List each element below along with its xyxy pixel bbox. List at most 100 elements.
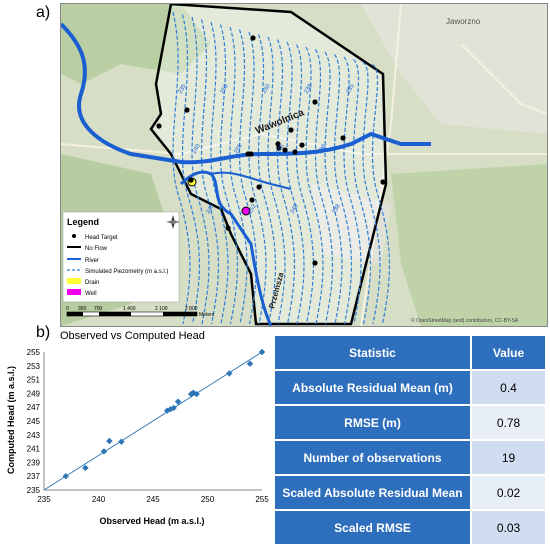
legend-item-head-target: Head Target bbox=[85, 235, 118, 241]
head-targets bbox=[156, 35, 386, 266]
table-row: Scaled Absolute Residual Mean 0.02 bbox=[275, 476, 545, 509]
forest-area bbox=[391, 164, 547, 326]
legend-box bbox=[62, 211, 180, 303]
contour-label: 238 bbox=[304, 83, 315, 95]
scale-tick-2800: 2 800 bbox=[185, 306, 198, 312]
data-point bbox=[62, 473, 69, 480]
contour-label: 250 bbox=[220, 83, 231, 95]
y-tick-label: 253 bbox=[27, 362, 41, 371]
table-row: Scaled RMSE 0.03 bbox=[275, 511, 545, 544]
chart-axes: 235 240 245 250 255 235 237 239 241 243 245 247 249 2… bbox=[27, 348, 270, 504]
piezometry-contour bbox=[181, 14, 201, 325]
y-tick-label: 241 bbox=[27, 445, 41, 454]
piezometry-contour bbox=[172, 11, 191, 325]
legend-well-symbol bbox=[67, 289, 81, 295]
legend-item-river: River bbox=[85, 258, 99, 264]
head-target bbox=[156, 123, 162, 129]
head-target bbox=[340, 135, 346, 141]
road bbox=[61, 132, 547, 156]
scale-tick-0: 0 bbox=[66, 306, 69, 312]
table-row: RMSE (m) 0.78 bbox=[275, 406, 545, 439]
stat-name: Absolute Residual Mean (m) bbox=[275, 371, 470, 404]
piezometry-contour bbox=[333, 54, 353, 325]
data-point bbox=[118, 438, 125, 445]
head-target bbox=[249, 197, 255, 203]
legend-item-well: Well bbox=[85, 291, 97, 297]
scale-unit: Meters bbox=[199, 312, 215, 318]
data-point bbox=[100, 448, 108, 455]
scale-bar: 0 350 700 1 400 2 100 2 800 Meters bbox=[66, 306, 215, 318]
table-row: Number of observations 19 bbox=[275, 441, 545, 474]
stat-name: Scaled Absolute Residual Mean bbox=[275, 476, 470, 509]
one-to-one-line bbox=[43, 351, 263, 491]
chart-x-axis-label: Observed Head (m a.s.l.) bbox=[99, 516, 204, 526]
head-target bbox=[184, 107, 190, 113]
statistics-table: Statistic Value Absolute Residual Mean (… bbox=[273, 334, 547, 546]
scale-tick-1400: 1 400 bbox=[123, 306, 136, 312]
place-label-jaworzno: Jaworzno bbox=[446, 17, 481, 26]
head-target bbox=[275, 141, 281, 147]
x-tick-label: 235 bbox=[37, 495, 51, 504]
road bbox=[360, 4, 402, 326]
piezometry-contour bbox=[219, 24, 239, 325]
piezometry-contour bbox=[210, 21, 229, 325]
forest-area bbox=[61, 4, 211, 84]
x-tick-label: 245 bbox=[146, 495, 160, 504]
chart-title: Observed vs Computed Head bbox=[60, 330, 205, 342]
y-tick-label: 245 bbox=[27, 417, 41, 426]
contour-label: 245 bbox=[206, 203, 217, 215]
urban-area bbox=[361, 4, 547, 134]
piezometry-contour bbox=[314, 49, 334, 325]
contour-label: 245 bbox=[276, 143, 287, 155]
head-target bbox=[256, 184, 262, 190]
panel-a-label: a) bbox=[36, 4, 51, 21]
north-arrow-icon bbox=[166, 215, 180, 229]
data-point bbox=[246, 360, 254, 367]
scale-tick-2100: 2 100 bbox=[155, 306, 168, 312]
data-point bbox=[82, 464, 89, 472]
x-tick-label: 255 bbox=[255, 495, 269, 504]
head-target bbox=[312, 99, 318, 105]
piezometry-contour bbox=[248, 31, 267, 325]
data-point bbox=[174, 398, 182, 405]
map-canvas: Wawolnica Jaworzno Przemsza Legend Head … bbox=[61, 4, 547, 326]
x-tick-label: 240 bbox=[92, 495, 106, 504]
stat-name: Number of observations bbox=[275, 441, 470, 474]
scale-tick-350: 350 bbox=[78, 306, 87, 312]
y-tick-label: 251 bbox=[27, 376, 41, 385]
legend-drain-symbol bbox=[67, 278, 81, 284]
piezometry-contour bbox=[371, 63, 391, 325]
piezometry-contour bbox=[362, 61, 381, 325]
head-target bbox=[250, 35, 256, 41]
stat-value: 0.02 bbox=[472, 476, 545, 509]
data-point bbox=[258, 348, 266, 356]
stat-value: 0.4 bbox=[472, 371, 545, 404]
piezometry-contour bbox=[267, 36, 286, 325]
stat-value: 0.03 bbox=[472, 511, 545, 544]
contour-label: 236 bbox=[318, 143, 329, 155]
stat-value: 19 bbox=[472, 441, 545, 474]
legend-item-drain: Drain bbox=[85, 280, 99, 286]
chart-marks bbox=[43, 348, 266, 491]
contour-label: 240 bbox=[192, 143, 203, 155]
y-tick-label: 239 bbox=[27, 458, 41, 467]
contour-label: 240 bbox=[290, 203, 301, 215]
head-target bbox=[288, 127, 294, 133]
river-przemsza bbox=[179, 170, 273, 326]
legend-item-piezometry: Simulated Piezometry (m a.s.l.) bbox=[85, 269, 168, 275]
piezometry-contour bbox=[352, 59, 372, 325]
contour-label: 235 bbox=[178, 83, 189, 95]
contour-label: 255 bbox=[234, 143, 245, 155]
head-target bbox=[276, 145, 282, 151]
head-target bbox=[188, 177, 194, 183]
head-target bbox=[248, 151, 254, 157]
stat-value: 0.78 bbox=[472, 406, 545, 439]
contour-label: 252 bbox=[248, 203, 259, 215]
legend-head-target-symbol bbox=[72, 234, 76, 238]
piezometry-contour bbox=[229, 26, 248, 325]
table-header-row: Statistic Value bbox=[275, 336, 545, 369]
piezometry-contour bbox=[305, 46, 324, 325]
y-tick-label: 235 bbox=[27, 486, 41, 495]
piezometry-contour bbox=[200, 19, 220, 325]
scale-tick-700: 700 bbox=[94, 306, 103, 312]
